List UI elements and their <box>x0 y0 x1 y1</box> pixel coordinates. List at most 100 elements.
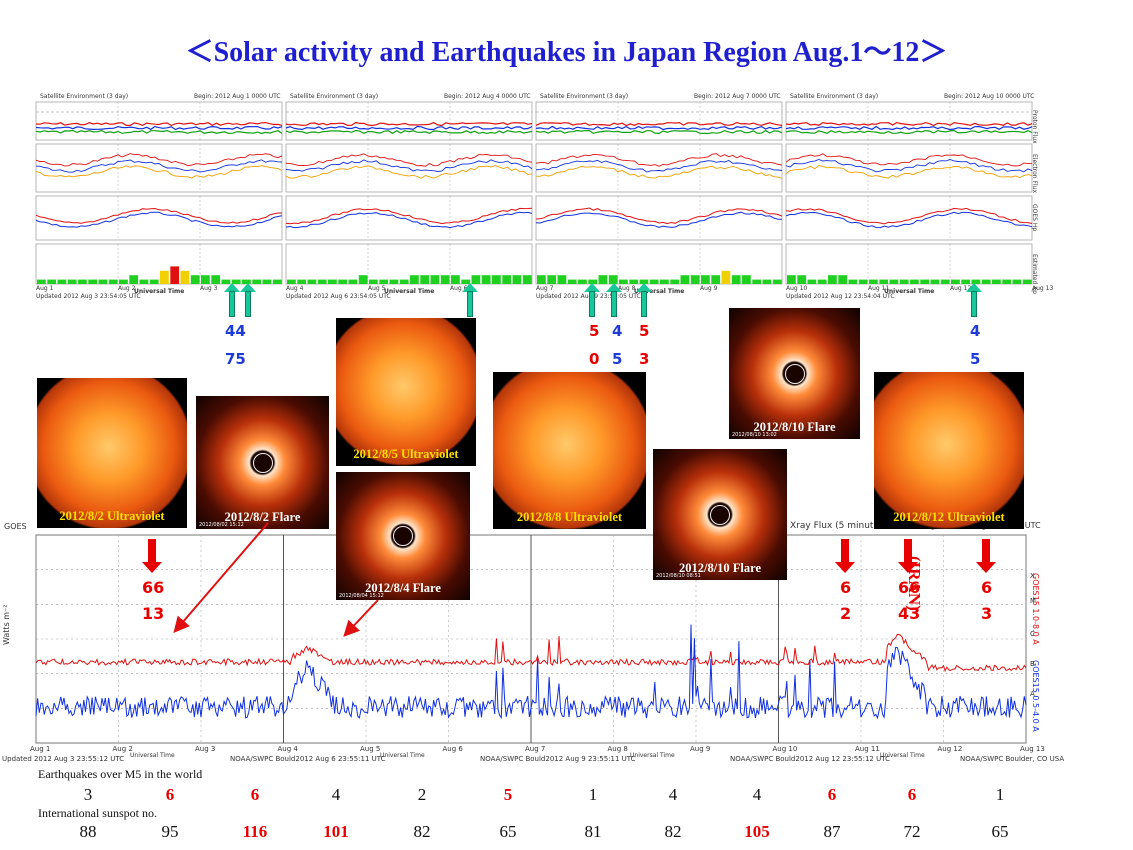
xray-day-label: Aug 3 <box>195 745 216 753</box>
kp-bar <box>430 275 440 284</box>
xray-universal-time: Universal Time <box>630 752 675 759</box>
sat-footer-time: Universal Time <box>634 288 685 295</box>
xray-header-left: GOES <box>4 522 27 531</box>
kp-bar <box>910 279 919 284</box>
quakes-cell: 4 <box>752 785 762 804</box>
electron-flux-series <box>535 165 783 179</box>
sat-day-label: Aug 9 <box>700 285 718 292</box>
sat-header-right: Begin: 2012 Aug 10 0000 UTC <box>944 93 1035 100</box>
xray-class-label: M <box>1030 597 1037 605</box>
sat-subpanel <box>785 243 1033 285</box>
japan-quake-number: 44 <box>225 322 246 340</box>
kp-bar <box>1002 279 1012 284</box>
green-up-arrow-stem <box>229 291 235 317</box>
quakes-row-label: Earthquakes over M5 in the world <box>38 767 203 781</box>
flare-arrow-aug2 <box>173 522 269 634</box>
sat-subpanel <box>785 195 1033 241</box>
kp-bar <box>639 279 649 284</box>
sat-subpanel <box>35 243 283 285</box>
kp-bar <box>588 279 598 284</box>
kp-bar <box>139 279 149 284</box>
kp-bar <box>160 270 169 284</box>
electron-flux-series <box>785 153 1033 167</box>
electron-flux-series <box>785 159 1033 173</box>
kp-bar <box>461 279 471 284</box>
japan-quake-number: 5 <box>589 322 600 340</box>
kp-bar <box>242 279 251 284</box>
kp-bar <box>838 275 848 284</box>
kp-bar <box>502 275 512 284</box>
green-up-arrow-stem <box>611 291 617 317</box>
kp-bar <box>471 275 481 284</box>
quakes-cell: 6 <box>907 785 917 804</box>
kp-bar <box>772 279 782 284</box>
sat-day-label: Aug 3 <box>200 285 218 292</box>
kp-bar <box>78 279 87 284</box>
goes-hp-series <box>35 207 282 224</box>
sat-header-left: Satellite Environment (3 day) <box>290 93 379 100</box>
kp-bar <box>711 275 721 284</box>
kp-bar <box>721 270 731 284</box>
goes-hp-series <box>535 211 782 228</box>
sat-footer-time: Universal Time <box>384 288 435 295</box>
kp-bar <box>57 279 67 284</box>
kp-bar <box>369 279 378 284</box>
sat-day-label: Aug 11 <box>868 285 890 292</box>
green-up-arrowhead <box>240 283 256 292</box>
xray-class-label: A <box>1030 690 1035 698</box>
kp-bar <box>317 279 327 284</box>
proton-flux-series <box>285 121 533 127</box>
xray-class-label: X <box>1030 572 1035 580</box>
xray-day-label: Aug 10 <box>772 745 798 753</box>
red-down-arrow-stem <box>982 539 990 563</box>
sat-subpanel <box>285 101 533 141</box>
kp-bar <box>149 279 159 284</box>
sunspot-row-label: International sunspot no. <box>38 806 157 820</box>
electron-flux-series <box>35 165 283 179</box>
kp-bar <box>848 279 858 284</box>
electron-flux-series <box>285 165 533 179</box>
sat-day-label: Aug 4 <box>286 285 304 292</box>
green-up-arrow-stem <box>971 291 977 317</box>
world-quake-number: 13 <box>142 604 165 623</box>
kp-bar <box>348 279 358 284</box>
quakes-cell: 5 <box>503 785 513 804</box>
sat-day-label: Aug 7 <box>536 285 554 292</box>
electron-flux-series <box>535 159 783 173</box>
kp-bar <box>567 279 577 284</box>
kp-bar <box>629 279 639 284</box>
kp-bar <box>557 275 567 284</box>
sunspot-cell: 105 <box>744 822 770 841</box>
sat-header-right: Begin: 2012 Aug 4 0000 UTC <box>444 93 531 100</box>
red-down-arrowhead <box>898 562 918 573</box>
kp-bar <box>451 275 460 284</box>
goes-hp-series <box>285 207 533 225</box>
quakes-cell: 2 <box>417 785 427 804</box>
xray-day-label: Aug 11 <box>855 745 880 753</box>
coronagraph-occulter <box>393 526 413 546</box>
kp-bar <box>951 279 960 284</box>
japan-quake-number: 75 <box>225 350 246 368</box>
sat-header-right: Begin: 2012 Aug 1 0000 UTC <box>194 93 281 100</box>
japan-quake-number: 5 <box>970 350 981 368</box>
image-caption: 2012/8/5 Ultraviolet <box>353 447 459 461</box>
kp-bar <box>828 275 837 284</box>
xray-header-mid: Xray Flux (5 minute data) <box>790 521 906 531</box>
sat-subpanel <box>535 101 783 141</box>
image-caption: 2012/8/2 Flare <box>224 510 301 524</box>
kp-bar <box>1022 279 1032 284</box>
kp-bar <box>221 279 231 284</box>
proton-flux-series <box>285 125 533 131</box>
proton-flux-series <box>285 129 533 135</box>
red-down-arrowhead <box>835 562 855 573</box>
green-up-arrowhead <box>462 283 478 292</box>
sunspot-cell: 95 <box>161 822 179 841</box>
sat-footer-left: Updated 2012 Aug 6 23:54:05 UTC <box>286 293 391 300</box>
image-timestamp: 2012/08/04 15:12 <box>339 593 384 599</box>
red-down-arrow-stem <box>904 539 912 563</box>
coronagraph-occulter <box>710 504 730 525</box>
kp-bar <box>272 279 282 284</box>
quakes-cell: 4 <box>668 785 678 804</box>
kp-bar <box>787 275 796 284</box>
xray-day-label: Aug 8 <box>607 745 628 753</box>
